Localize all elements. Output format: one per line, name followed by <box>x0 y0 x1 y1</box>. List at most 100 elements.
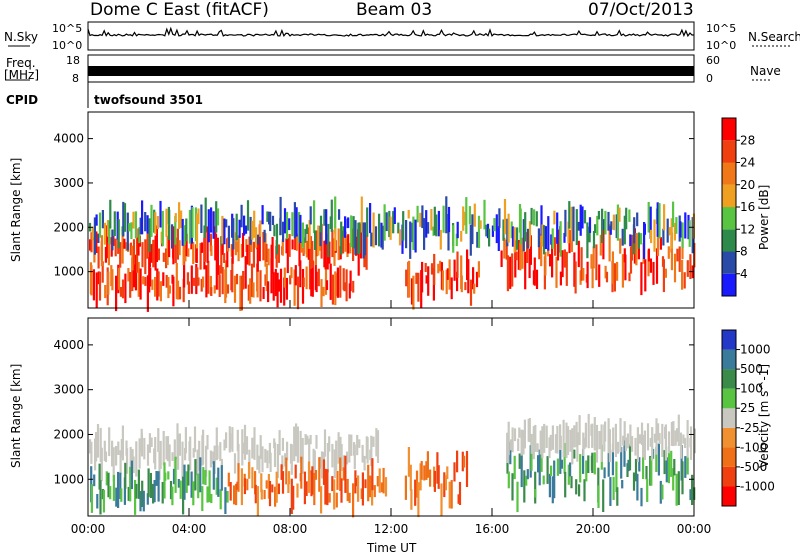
data-cell <box>335 492 338 508</box>
data-cell <box>530 207 533 225</box>
data-cell <box>98 463 101 490</box>
data-cell <box>310 267 313 297</box>
data-cell <box>517 438 520 451</box>
data-cell <box>206 435 209 450</box>
data-cell <box>381 225 384 250</box>
data-cell <box>129 242 132 256</box>
data-cell <box>612 427 615 451</box>
data-cell <box>518 453 521 469</box>
data-cell <box>166 436 170 462</box>
data-cell <box>215 201 218 233</box>
station-title: Dome C East (fitACF) <box>90 0 269 20</box>
data-cell <box>132 239 136 265</box>
data-cell <box>612 476 615 500</box>
colorbar-swatch <box>722 251 736 274</box>
data-cell <box>212 211 215 239</box>
data-cell <box>285 277 288 300</box>
data-cell <box>655 446 658 472</box>
data-cell <box>498 208 501 228</box>
data-cell <box>320 486 323 514</box>
data-cell <box>226 284 230 294</box>
data-cell <box>425 461 428 480</box>
data-cell <box>176 228 179 260</box>
data-cell <box>662 228 665 246</box>
data-cell <box>409 221 412 259</box>
data-cell <box>545 425 548 448</box>
data-cell <box>183 225 186 246</box>
data-cell <box>415 470 419 498</box>
data-cell <box>290 478 293 514</box>
data-cell <box>572 206 575 242</box>
data-cell <box>529 235 532 265</box>
data-cell <box>511 473 514 501</box>
data-cell <box>187 464 190 486</box>
data-cell <box>127 486 130 501</box>
data-cell <box>91 226 94 241</box>
data-cell <box>129 446 132 469</box>
data-cell <box>288 234 291 257</box>
data-cell <box>271 237 274 274</box>
data-cell <box>447 206 451 233</box>
data-cell <box>200 278 203 292</box>
data-cell <box>628 209 631 222</box>
data-cell <box>544 226 547 249</box>
data-cell <box>347 217 350 228</box>
data-cell <box>627 459 630 472</box>
data-cell <box>440 483 443 516</box>
data-cell <box>420 461 423 480</box>
data-cell <box>602 225 605 260</box>
data-cell <box>559 271 562 286</box>
data-cell <box>172 468 176 485</box>
data-cell <box>190 471 193 498</box>
data-cell <box>172 226 175 265</box>
data-cell <box>244 256 247 289</box>
data-cell <box>624 254 627 281</box>
data-cell <box>691 474 694 505</box>
data-cell <box>209 450 212 468</box>
data-cell <box>629 424 632 447</box>
nave-label: Nave <box>750 64 781 78</box>
data-cell <box>342 467 345 481</box>
data-cell <box>603 467 606 479</box>
data-cell <box>425 275 428 284</box>
data-cell <box>371 458 374 491</box>
data-cell <box>410 278 414 305</box>
data-cell <box>136 237 139 273</box>
data-cell <box>565 422 568 459</box>
data-cell <box>131 257 134 292</box>
data-cell <box>246 478 249 491</box>
data-cell <box>200 242 204 253</box>
data-cell <box>349 270 352 292</box>
data-cell <box>99 427 102 463</box>
data-cell <box>273 442 277 467</box>
colorbar-swatch <box>722 118 736 141</box>
data-cell <box>291 212 294 237</box>
data-cell <box>273 224 276 237</box>
data-cell <box>369 203 372 234</box>
data-cell <box>259 435 262 459</box>
data-cell <box>366 437 369 464</box>
data-cell <box>107 271 110 295</box>
data-cell <box>330 199 333 232</box>
data-cell <box>432 226 435 236</box>
data-cell <box>119 287 122 297</box>
data-cell <box>371 475 374 506</box>
colorbar-swatch <box>722 140 736 163</box>
data-cell <box>383 204 386 241</box>
data-cell <box>174 213 177 223</box>
data-cell <box>202 276 205 288</box>
data-cell <box>527 419 530 442</box>
data-cell <box>253 427 256 460</box>
data-cell <box>510 221 513 239</box>
data-cell <box>548 437 551 459</box>
data-cell <box>296 426 299 463</box>
data-cell <box>630 234 634 261</box>
data-cell <box>172 276 175 307</box>
data-cell <box>226 491 229 503</box>
data-cell <box>693 428 696 454</box>
data-cell <box>573 425 576 448</box>
data-cell <box>190 265 193 294</box>
data-cell <box>466 249 469 281</box>
data-cell <box>324 240 327 270</box>
data-cell <box>141 480 144 507</box>
